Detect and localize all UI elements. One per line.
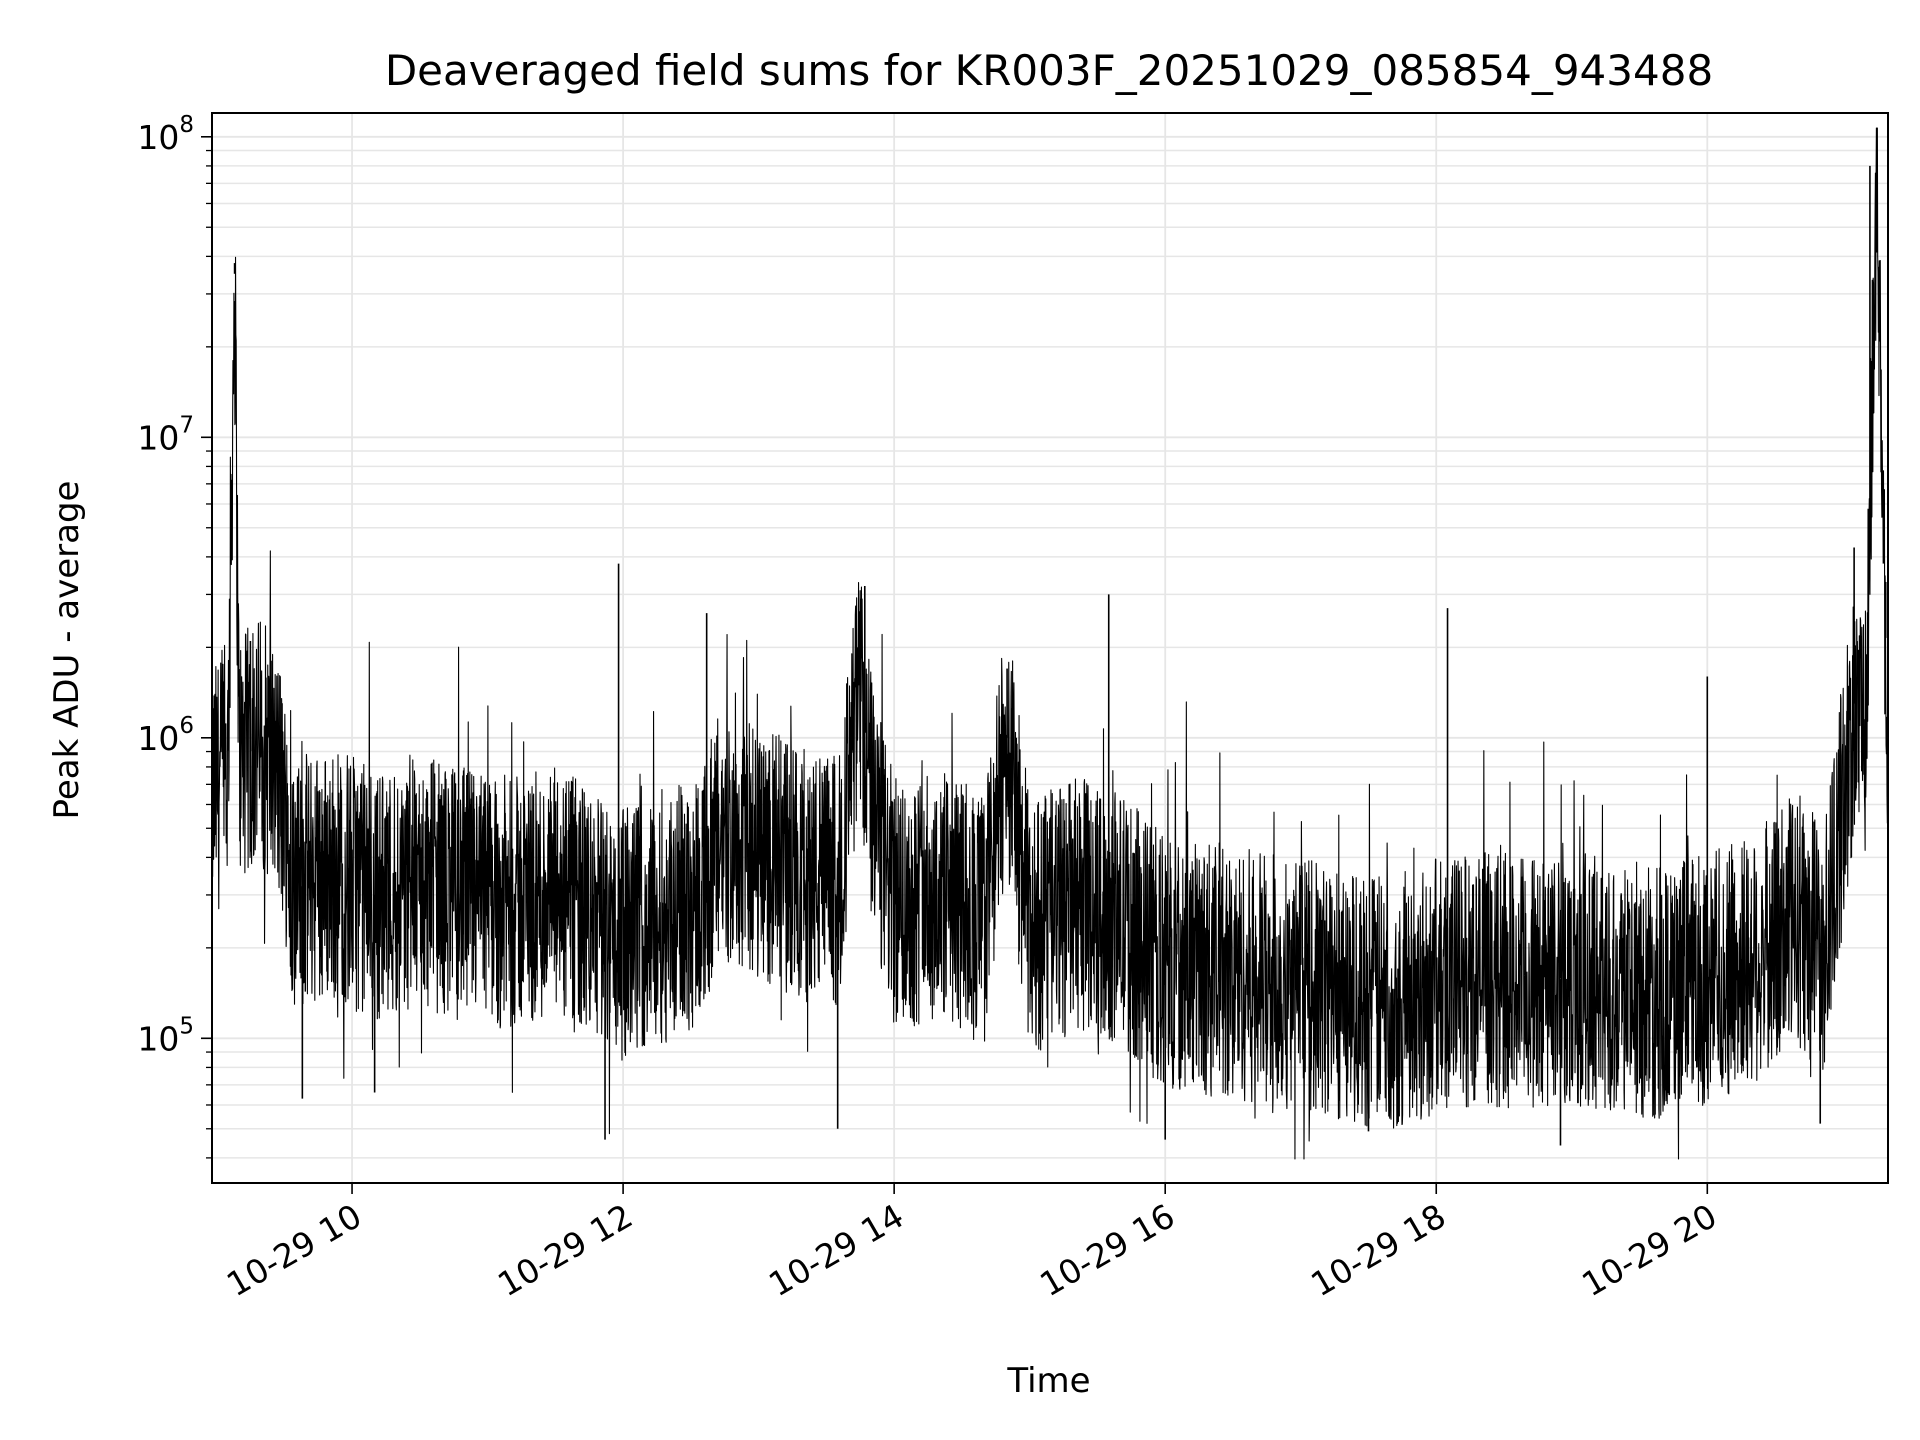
y-tick-label: 108: [137, 112, 194, 157]
plot-area: [211, 127, 1889, 1160]
y-tick-label: 107: [137, 412, 194, 457]
chart-title: Deaveraged field sums for KR003F_2025102…: [385, 46, 1713, 95]
y-tick-label: 105: [137, 1013, 194, 1058]
y-axis-label: Peak ADU - average: [47, 481, 87, 820]
series-line-trace: [211, 127, 1889, 1160]
x-axis-label: Time: [1006, 1361, 1090, 1401]
axes-frame: [211, 112, 1889, 1184]
y-tick-label: 106: [137, 713, 194, 758]
